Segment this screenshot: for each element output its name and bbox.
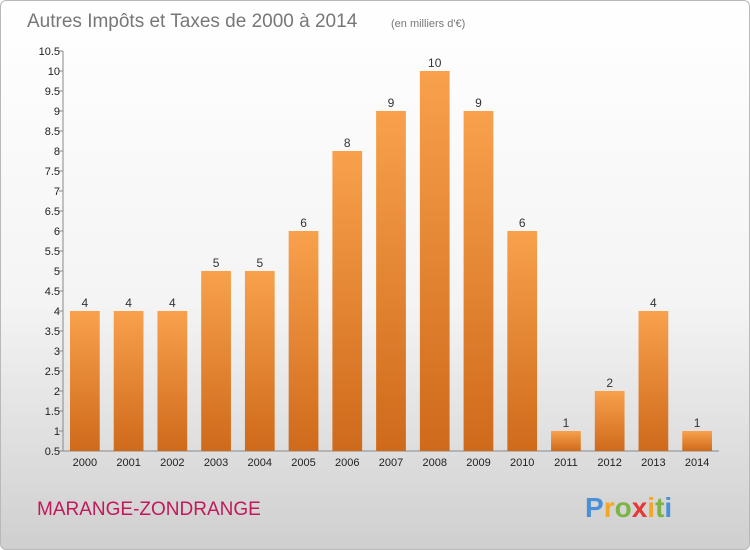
y-tick-label: 7.5: [45, 166, 60, 178]
x-tick-label-2004: 2004: [248, 457, 272, 469]
bar-2003: [201, 271, 231, 451]
logo-letter: x: [632, 492, 648, 523]
value-label-2010: 6: [519, 216, 526, 230]
logo-letter: o: [615, 492, 632, 523]
bar-2010: [507, 231, 538, 451]
bar-2012: [594, 391, 625, 451]
y-tick-label: 3: [54, 346, 60, 358]
y-tick-label: 5.5: [45, 246, 60, 258]
logo-letter: P: [585, 492, 604, 523]
y-tick-label: 2: [54, 386, 60, 398]
logo-letter: r: [604, 492, 615, 523]
x-tick-label-2013: 2013: [641, 457, 665, 469]
x-tick-label-2009: 2009: [466, 457, 490, 469]
y-tick-label: 3.5: [45, 326, 60, 338]
value-label-2004: 5: [256, 256, 263, 270]
bar-2007: [376, 111, 406, 451]
y-tick-label: 9.5: [45, 86, 60, 98]
bar-2001: [113, 311, 144, 451]
y-tick-label: 5: [54, 266, 60, 278]
bar-2013: [638, 311, 669, 451]
x-tick-label-2011: 2011: [554, 457, 578, 469]
bar-2005: [288, 231, 319, 451]
value-label-2007: 9: [388, 96, 395, 110]
bar-2004: [244, 271, 275, 451]
logo-letter: i: [664, 492, 672, 523]
value-label-2008: 10: [428, 56, 442, 70]
x-axis: 2000 2001 2002 2003 2004 2005 2006 2007 2008 2009…: [63, 450, 719, 469]
value-label-2006: 8: [344, 136, 351, 150]
bar-2009: [463, 111, 494, 451]
value-label-2003: 5: [213, 256, 220, 270]
bar-2008: [419, 71, 450, 451]
proxiti-logo: Proxiti: [585, 492, 672, 523]
y-axis: 0.5 1 1.5 2 2.5 3 3.5 4 4.5 5 5.5 6 6.5 7 7.5 8 8.5 9 9.5 1…: [39, 46, 64, 458]
value-label-2001: 4: [125, 296, 132, 310]
y-tick-label: 8.5: [45, 126, 60, 138]
value-label-2014: 1: [694, 416, 701, 430]
y-tick-label: 0.5: [45, 446, 60, 458]
y-tick-label: 9: [54, 106, 60, 118]
x-tick-label-2012: 2012: [597, 457, 621, 469]
y-tick-label: 6: [54, 226, 60, 238]
chart-title: Autres Impôts et Taxes de 2000 à 2014: [27, 11, 358, 32]
bar-2006: [332, 151, 363, 451]
x-tick-label-2006: 2006: [335, 457, 359, 469]
y-tick-label: 2.5: [45, 366, 60, 378]
x-tick-label-2005: 2005: [291, 457, 315, 469]
y-tick-label: 4.5: [45, 286, 60, 298]
x-tick-label-2008: 2008: [422, 457, 446, 469]
value-label-2011: 1: [563, 416, 570, 430]
bar-2011: [551, 431, 581, 451]
x-tick-label-2003: 2003: [204, 457, 228, 469]
y-tick-label: 4: [54, 306, 60, 318]
x-tick-label-2007: 2007: [379, 457, 403, 469]
place-name: MARANGE-ZONDRANGE: [37, 499, 261, 520]
y-tick-label: 1.5: [45, 406, 60, 418]
y-tick-label: 10: [48, 66, 60, 78]
x-tick-label-2010: 2010: [510, 457, 534, 469]
logo-letter: t: [655, 492, 664, 523]
x-tick-label-2014: 2014: [685, 457, 709, 469]
bar-2000: [69, 311, 100, 451]
bar-2002: [157, 311, 188, 451]
value-label-2002: 4: [169, 296, 176, 310]
y-tick-label: 1: [54, 426, 60, 438]
y-tick-label: 6.5: [45, 206, 60, 218]
y-tick-label: 7: [54, 186, 60, 198]
y-tick-label: 8: [54, 146, 60, 158]
chart-unit: (en milliers d'€): [391, 18, 465, 30]
bar-2014: [682, 431, 713, 451]
logo-letter: i: [647, 492, 655, 523]
value-label-2013: 4: [650, 296, 657, 310]
x-tick-label-2002: 2002: [160, 457, 184, 469]
value-label-2009: 9: [475, 96, 482, 110]
value-label-2005: 6: [300, 216, 307, 230]
y-tick-label: 10.5: [39, 46, 60, 58]
bars: 4 4 4 5 5 6 8 9 10 9 6 1 2 4 1: [69, 56, 713, 451]
value-label-2000: 4: [82, 296, 89, 310]
x-tick-label-2001: 2001: [116, 457, 140, 469]
x-tick-label-2000: 2000: [73, 457, 97, 469]
value-label-2012: 2: [606, 376, 613, 390]
